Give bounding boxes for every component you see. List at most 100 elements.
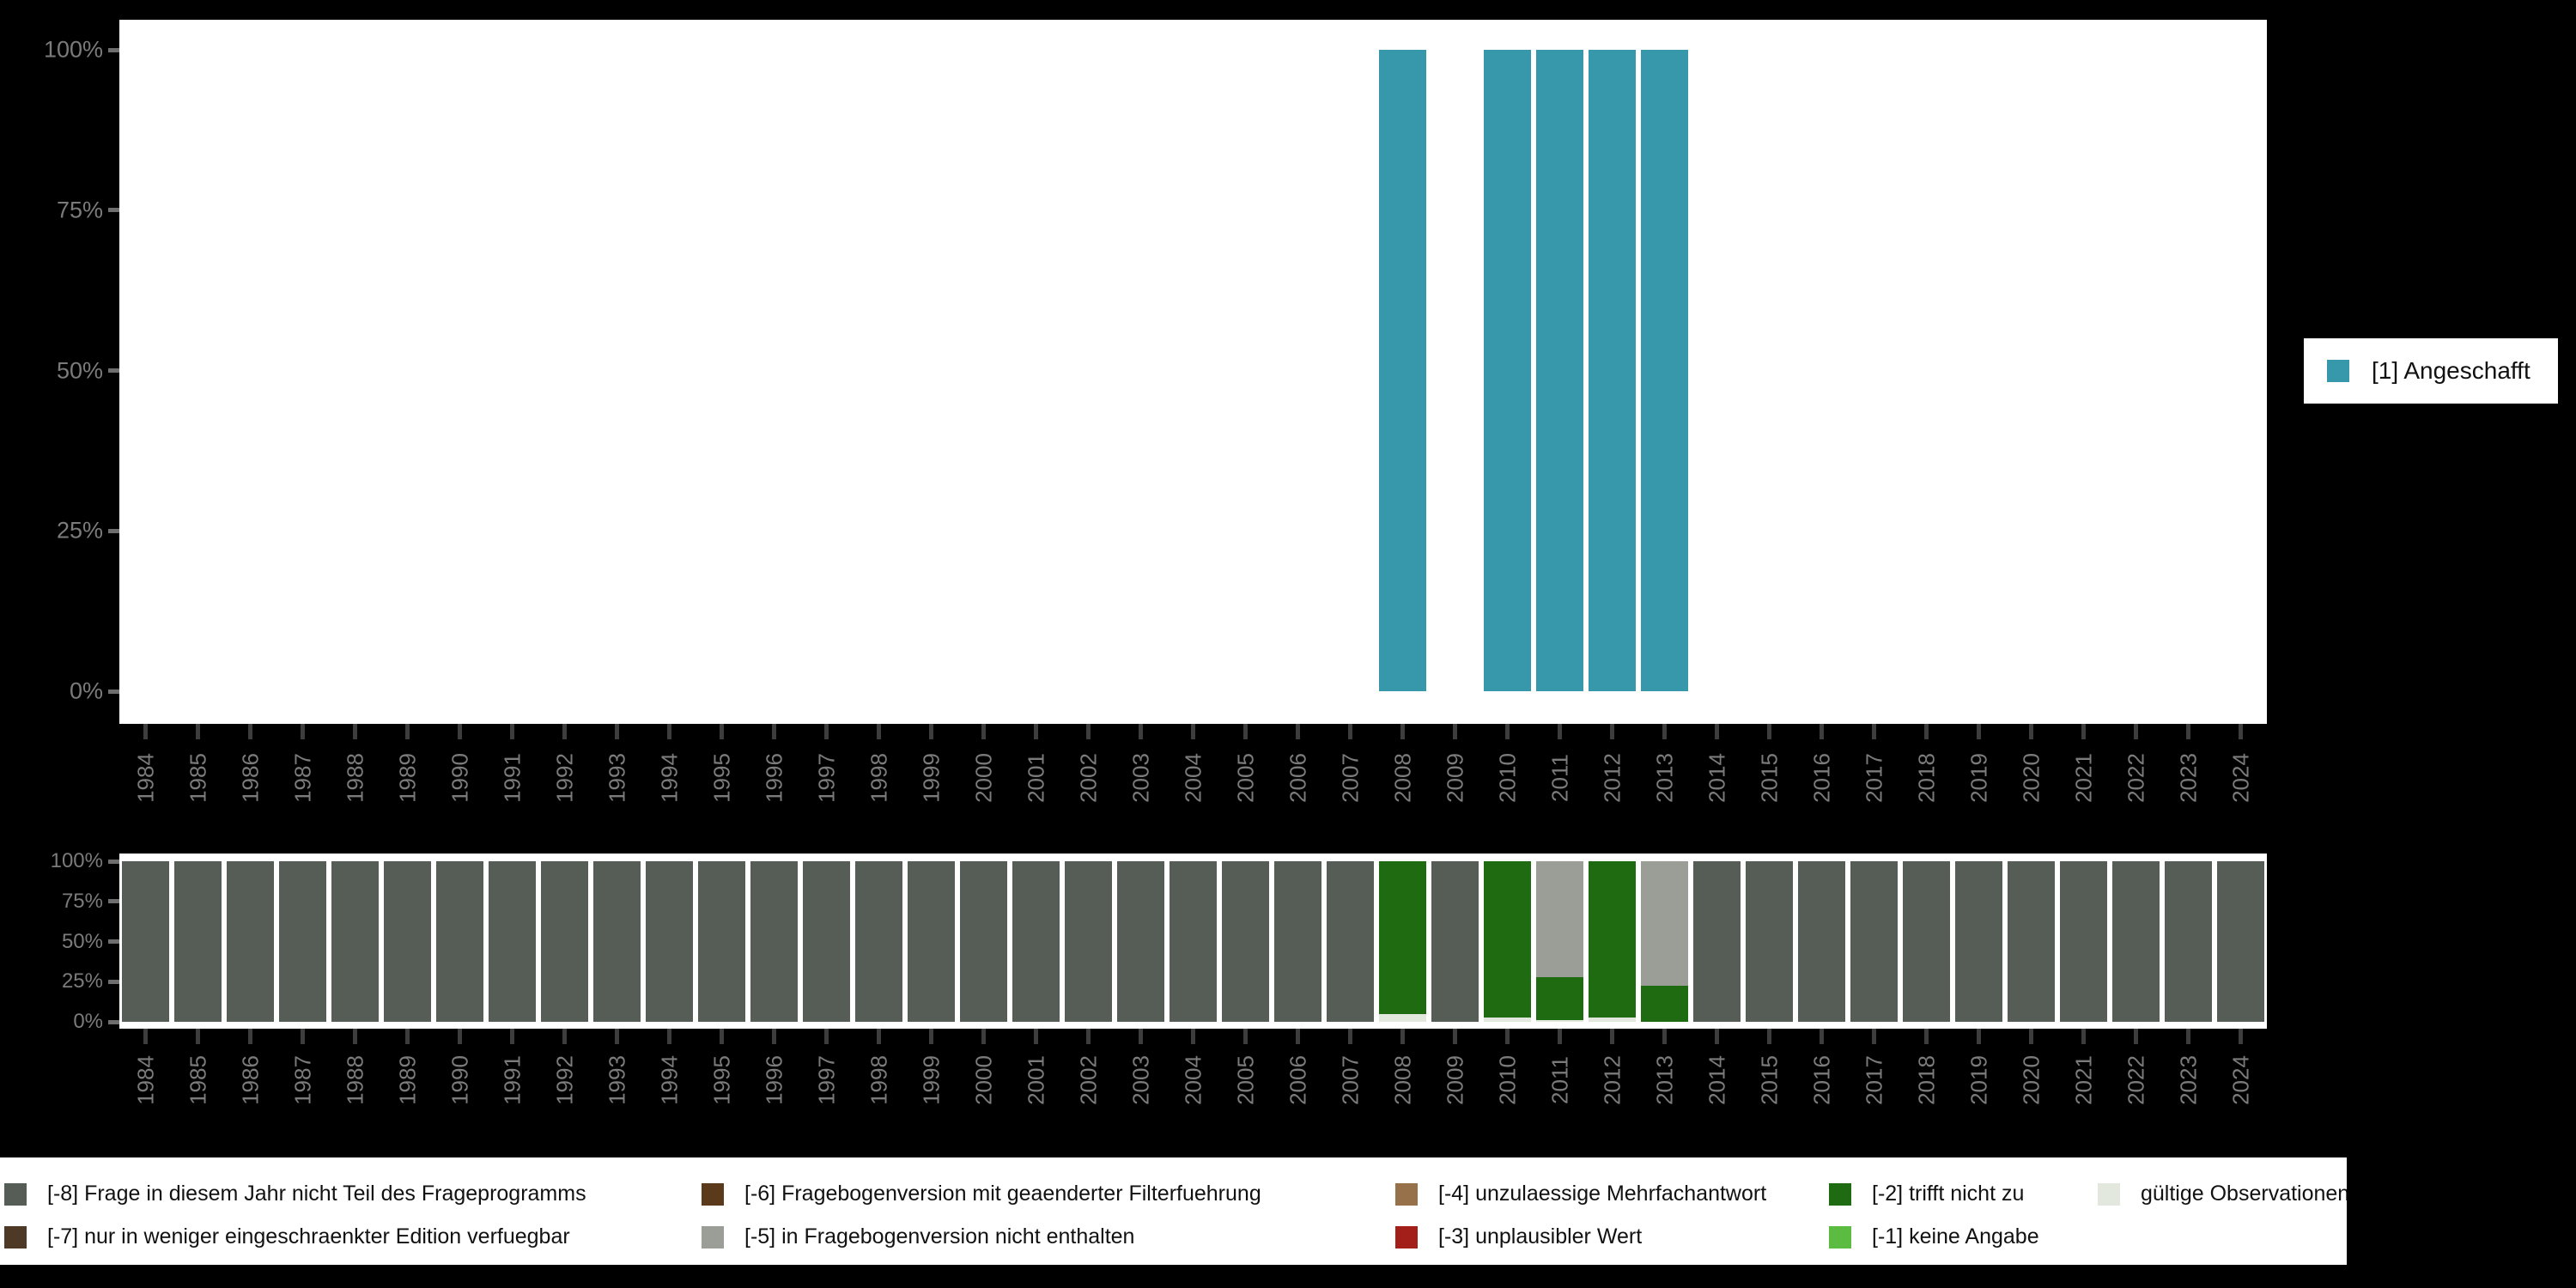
x-axis-label-bottom-1998: 1998 bbox=[866, 1055, 891, 1105]
x-axis-tick-top-2016 bbox=[1820, 724, 1824, 739]
bar-1988-segment--8[interactable] bbox=[331, 861, 379, 1022]
x-axis-label-top-2004: 2004 bbox=[1180, 753, 1206, 803]
legend-swatch-angeschafft bbox=[2327, 360, 2349, 382]
bar-1992-segment--8[interactable] bbox=[541, 861, 588, 1022]
x-axis-label-top-2016: 2016 bbox=[1808, 753, 1834, 803]
bar-angeschafft-2011[interactable] bbox=[1536, 50, 1583, 691]
bar-2012-segment-valid[interactable] bbox=[1589, 1018, 1636, 1022]
bar-2015-segment--8[interactable] bbox=[1746, 861, 1793, 1022]
x-axis-label-bottom-1993: 1993 bbox=[604, 1055, 629, 1105]
x-axis-label-top-2012: 2012 bbox=[1599, 753, 1625, 803]
x-axis-tick-bottom-2004 bbox=[1191, 1029, 1195, 1044]
bar-1993-segment--8[interactable] bbox=[593, 861, 641, 1022]
x-axis-label-bottom-1994: 1994 bbox=[656, 1055, 682, 1105]
bar-2012-segment--2[interactable] bbox=[1589, 861, 1636, 1018]
bar-2023-segment--8[interactable] bbox=[2165, 861, 2212, 1022]
x-axis-tick-bottom-2024 bbox=[2239, 1029, 2243, 1044]
y-axis-tick-top bbox=[108, 689, 119, 694]
bar-1994-segment--8[interactable] bbox=[646, 861, 693, 1022]
bar-1991-segment--8[interactable] bbox=[489, 861, 536, 1022]
bar-1995-segment--8[interactable] bbox=[698, 861, 745, 1022]
bar-2021-segment--8[interactable] bbox=[2060, 861, 2107, 1022]
bar-2007-segment--8[interactable] bbox=[1327, 861, 1374, 1022]
bar-1999-segment--8[interactable] bbox=[908, 861, 955, 1022]
bar-angeschafft-2012[interactable] bbox=[1589, 50, 1636, 691]
x-axis-label-top-2017: 2017 bbox=[1861, 753, 1886, 803]
bar-2002-segment--8[interactable] bbox=[1065, 861, 1112, 1022]
bar-2003-segment--8[interactable] bbox=[1117, 861, 1164, 1022]
x-axis-label-top-2001: 2001 bbox=[1023, 753, 1048, 803]
x-axis-label-bottom-1995: 1995 bbox=[708, 1055, 734, 1105]
bar-angeschafft-2008[interactable] bbox=[1379, 50, 1426, 691]
x-axis-tick-bottom-1985 bbox=[196, 1029, 200, 1044]
bar-2010-segment-valid[interactable] bbox=[1484, 1018, 1531, 1022]
bar-2008-segment-valid[interactable] bbox=[1379, 1013, 1426, 1022]
x-axis-label-top-1994: 1994 bbox=[656, 753, 682, 803]
x-axis-label-top-1984: 1984 bbox=[132, 753, 158, 803]
bar-2010-segment--2[interactable] bbox=[1484, 861, 1531, 1018]
x-axis-label-bottom-2021: 2021 bbox=[2070, 1055, 2096, 1105]
bar-1989-segment--8[interactable] bbox=[384, 861, 431, 1022]
x-axis-tick-top-2011 bbox=[1558, 724, 1562, 739]
bar-angeschafft-2010[interactable] bbox=[1484, 50, 1531, 691]
x-axis-label-bottom-2013: 2013 bbox=[1651, 1055, 1677, 1105]
x-axis-tick-bottom-2019 bbox=[1977, 1029, 1981, 1044]
x-axis-label-top-1990: 1990 bbox=[447, 753, 472, 803]
x-axis-label-top-1987: 1987 bbox=[289, 753, 315, 803]
bar-1985-segment--8[interactable] bbox=[174, 861, 222, 1022]
bar-2022-segment--8[interactable] bbox=[2112, 861, 2160, 1022]
x-axis-label-top-1993: 1993 bbox=[604, 753, 629, 803]
legend-label--1: [-1] keine Angabe bbox=[1872, 1224, 2039, 1249]
bar-2020-segment--8[interactable] bbox=[2008, 861, 2055, 1022]
bar-2014-segment--8[interactable] bbox=[1693, 861, 1741, 1022]
x-axis-label-top-2023: 2023 bbox=[2175, 753, 2201, 803]
bar-2024-segment--8[interactable] bbox=[2217, 861, 2264, 1022]
x-axis-tick-bottom-2009 bbox=[1453, 1029, 1457, 1044]
bar-2016-segment--8[interactable] bbox=[1798, 861, 1845, 1022]
x-axis-label-bottom-1988: 1988 bbox=[342, 1055, 368, 1105]
bar-2013-segment--2[interactable] bbox=[1641, 985, 1688, 1022]
x-axis-label-bottom-1987: 1987 bbox=[289, 1055, 315, 1105]
top-chart-plot bbox=[119, 20, 2267, 724]
bar-2018-segment--8[interactable] bbox=[1903, 861, 1950, 1022]
x-axis-tick-bottom-2016 bbox=[1820, 1029, 1824, 1044]
bar-2013-segment--5[interactable] bbox=[1641, 861, 1688, 986]
bar-1997-segment--8[interactable] bbox=[803, 861, 850, 1022]
bar-2006-segment--8[interactable] bbox=[1274, 861, 1321, 1022]
bar-2000-segment--8[interactable] bbox=[960, 861, 1007, 1022]
x-axis-tick-bottom-1989 bbox=[405, 1029, 410, 1044]
x-axis-label-bottom-2024: 2024 bbox=[2227, 1055, 2253, 1105]
x-axis-tick-top-2010 bbox=[1505, 724, 1510, 739]
x-axis-tick-bottom-1984 bbox=[143, 1029, 148, 1044]
x-axis-tick-bottom-1998 bbox=[877, 1029, 881, 1044]
x-axis-tick-top-1984 bbox=[143, 724, 148, 739]
bar-2005-segment--8[interactable] bbox=[1222, 861, 1269, 1022]
x-axis-tick-bottom-2014 bbox=[1715, 1029, 1719, 1044]
bar-angeschafft-2013[interactable] bbox=[1641, 50, 1688, 691]
legend-label--3: [-3] unplausibler Wert bbox=[1438, 1224, 1643, 1249]
bar-1996-segment--8[interactable] bbox=[750, 861, 798, 1022]
bar-1990-segment--8[interactable] bbox=[436, 861, 483, 1022]
bar-1998-segment--8[interactable] bbox=[855, 861, 902, 1022]
x-axis-tick-bottom-2021 bbox=[2081, 1029, 2086, 1044]
bar-2011-segment--2[interactable] bbox=[1536, 976, 1583, 1021]
x-axis-label-top-2003: 2003 bbox=[1127, 753, 1153, 803]
bar-2017-segment--8[interactable] bbox=[1850, 861, 1898, 1022]
x-axis-label-top-1986: 1986 bbox=[237, 753, 263, 803]
bar-2019-segment--8[interactable] bbox=[1955, 861, 2002, 1022]
bar-1987-segment--8[interactable] bbox=[279, 861, 326, 1022]
x-axis-label-top-1988: 1988 bbox=[342, 753, 368, 803]
bar-1986-segment--8[interactable] bbox=[227, 861, 274, 1022]
bar-2008-segment--2[interactable] bbox=[1379, 861, 1426, 1014]
legend-swatch--5 bbox=[702, 1225, 724, 1249]
bar-2011-segment-valid[interactable] bbox=[1536, 1020, 1583, 1022]
y-axis-label-top: 25% bbox=[56, 517, 103, 544]
bar-1984-segment--8[interactable] bbox=[122, 861, 169, 1022]
bar-2001-segment--8[interactable] bbox=[1012, 861, 1060, 1022]
x-axis-tick-top-2009 bbox=[1453, 724, 1457, 739]
legend-item-valid: gültige Observationen bbox=[2098, 1182, 2347, 1206]
bar-2011-segment--5[interactable] bbox=[1536, 861, 1583, 977]
bar-2009-segment--8[interactable] bbox=[1431, 861, 1479, 1022]
bar-2004-segment--8[interactable] bbox=[1170, 861, 1217, 1022]
x-axis-label-top-2005: 2005 bbox=[1232, 753, 1258, 803]
